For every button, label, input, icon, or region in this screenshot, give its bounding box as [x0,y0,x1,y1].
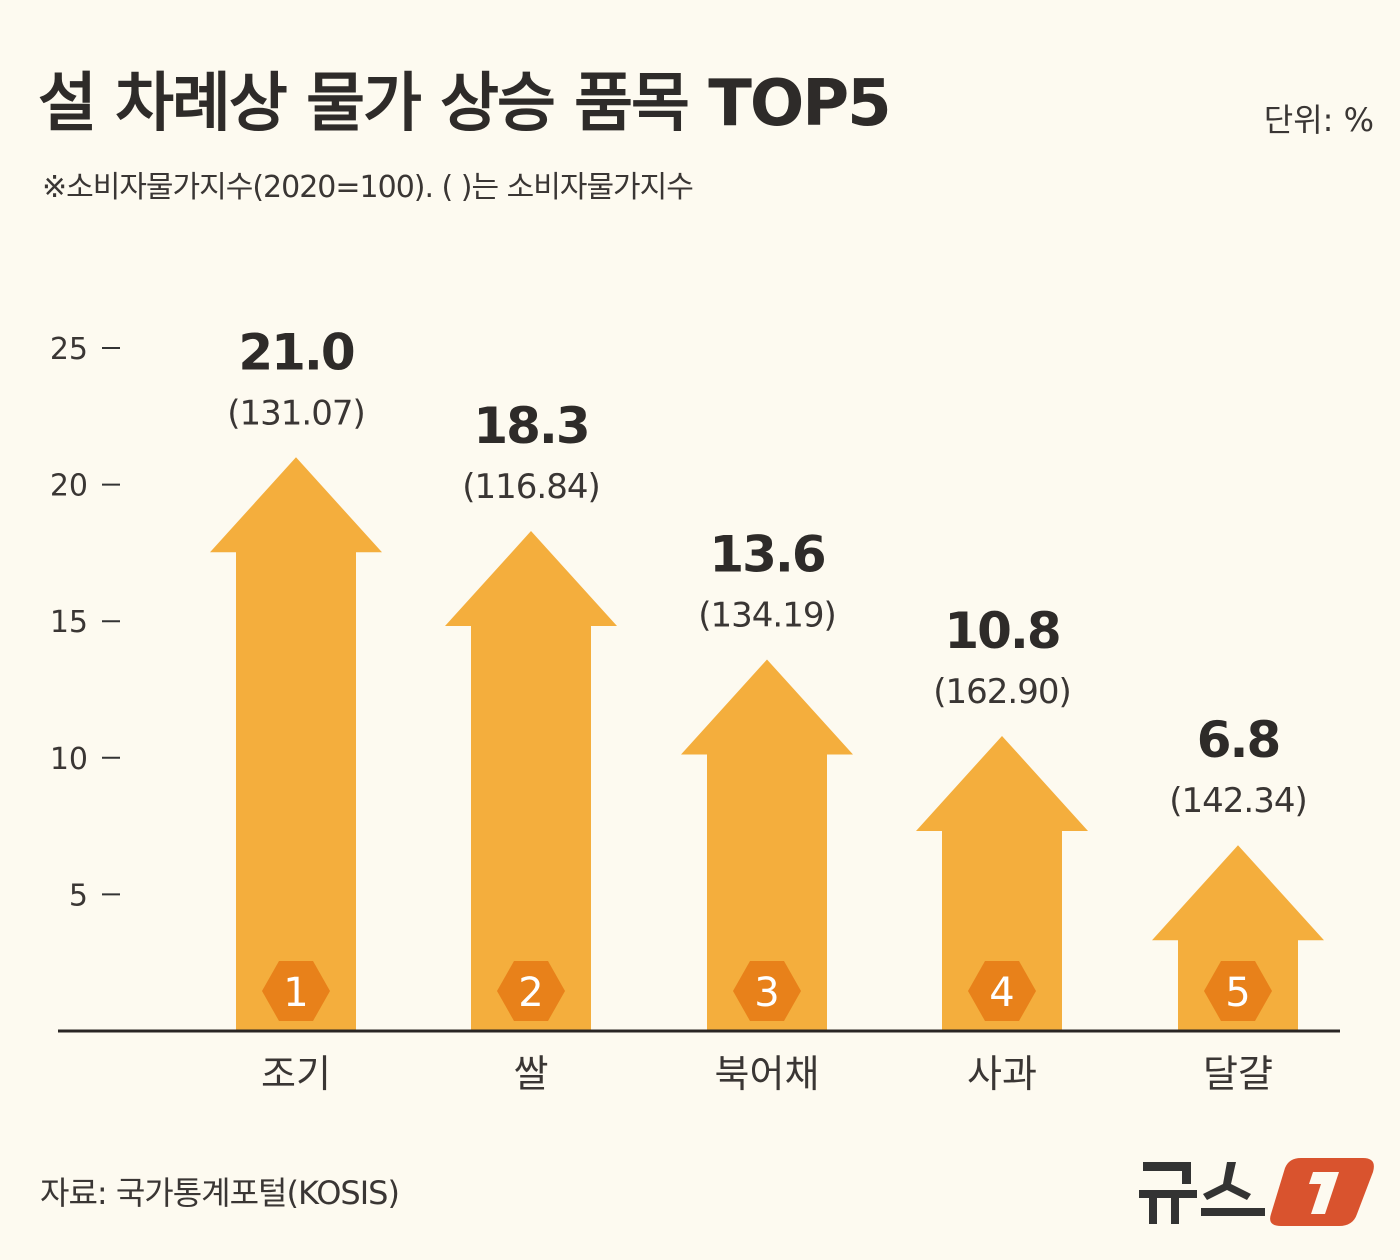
index-label: (131.07) [227,393,365,433]
rank-number: 1 [283,970,308,1016]
value-label: 6.8 [1197,711,1280,769]
category-label: 북어채 [715,1052,820,1096]
unit-label: 단위: % [1263,101,1374,139]
category-label: 달걀 [1203,1052,1273,1096]
rank-badge [497,961,565,1021]
index-label: (134.19) [698,595,836,635]
arrow-bar [1152,845,1324,1031]
y-tick-label: 15 [50,605,88,640]
rank-number: 3 [754,970,779,1016]
index-label: (162.90) [933,672,1071,712]
value-label: 18.3 [473,397,588,455]
value-label: 21.0 [238,323,354,381]
arrow-bar [916,735,1088,1031]
news1-logo [1135,1148,1375,1237]
rank-badge [968,961,1036,1021]
index-label: (142.34) [1169,781,1307,821]
y-tick-label: 10 [50,742,88,777]
arrow-bar [681,659,853,1031]
rank-number: 4 [989,970,1014,1016]
y-tick-label: 25 [50,332,88,367]
chart-title: 설 차례상 물가 상승 품목 TOP5 [38,67,892,141]
category-label: 사과 [967,1052,1037,1096]
chart-subtitle: ※소비자물가지수(2020=100). ( )는 소비자물가지수 [42,170,694,205]
rank-badge [262,961,330,1021]
rank-badge [1204,961,1272,1021]
category-label: 쌀 [514,1052,549,1096]
y-tick-label: 5 [69,878,88,913]
rank-number: 5 [1225,970,1250,1016]
value-label: 10.8 [944,602,1059,660]
y-tick-label: 20 [50,469,88,504]
source-label: 자료: 국가통계포털(KOSIS) [40,1174,400,1212]
index-label: (116.84) [462,467,600,507]
rank-badge [733,961,801,1021]
rank-number: 2 [518,970,543,1016]
arrow-bar [445,531,617,1031]
value-label: 13.6 [709,525,825,583]
category-label: 조기 [261,1052,331,1096]
arrow-bar [210,457,382,1031]
